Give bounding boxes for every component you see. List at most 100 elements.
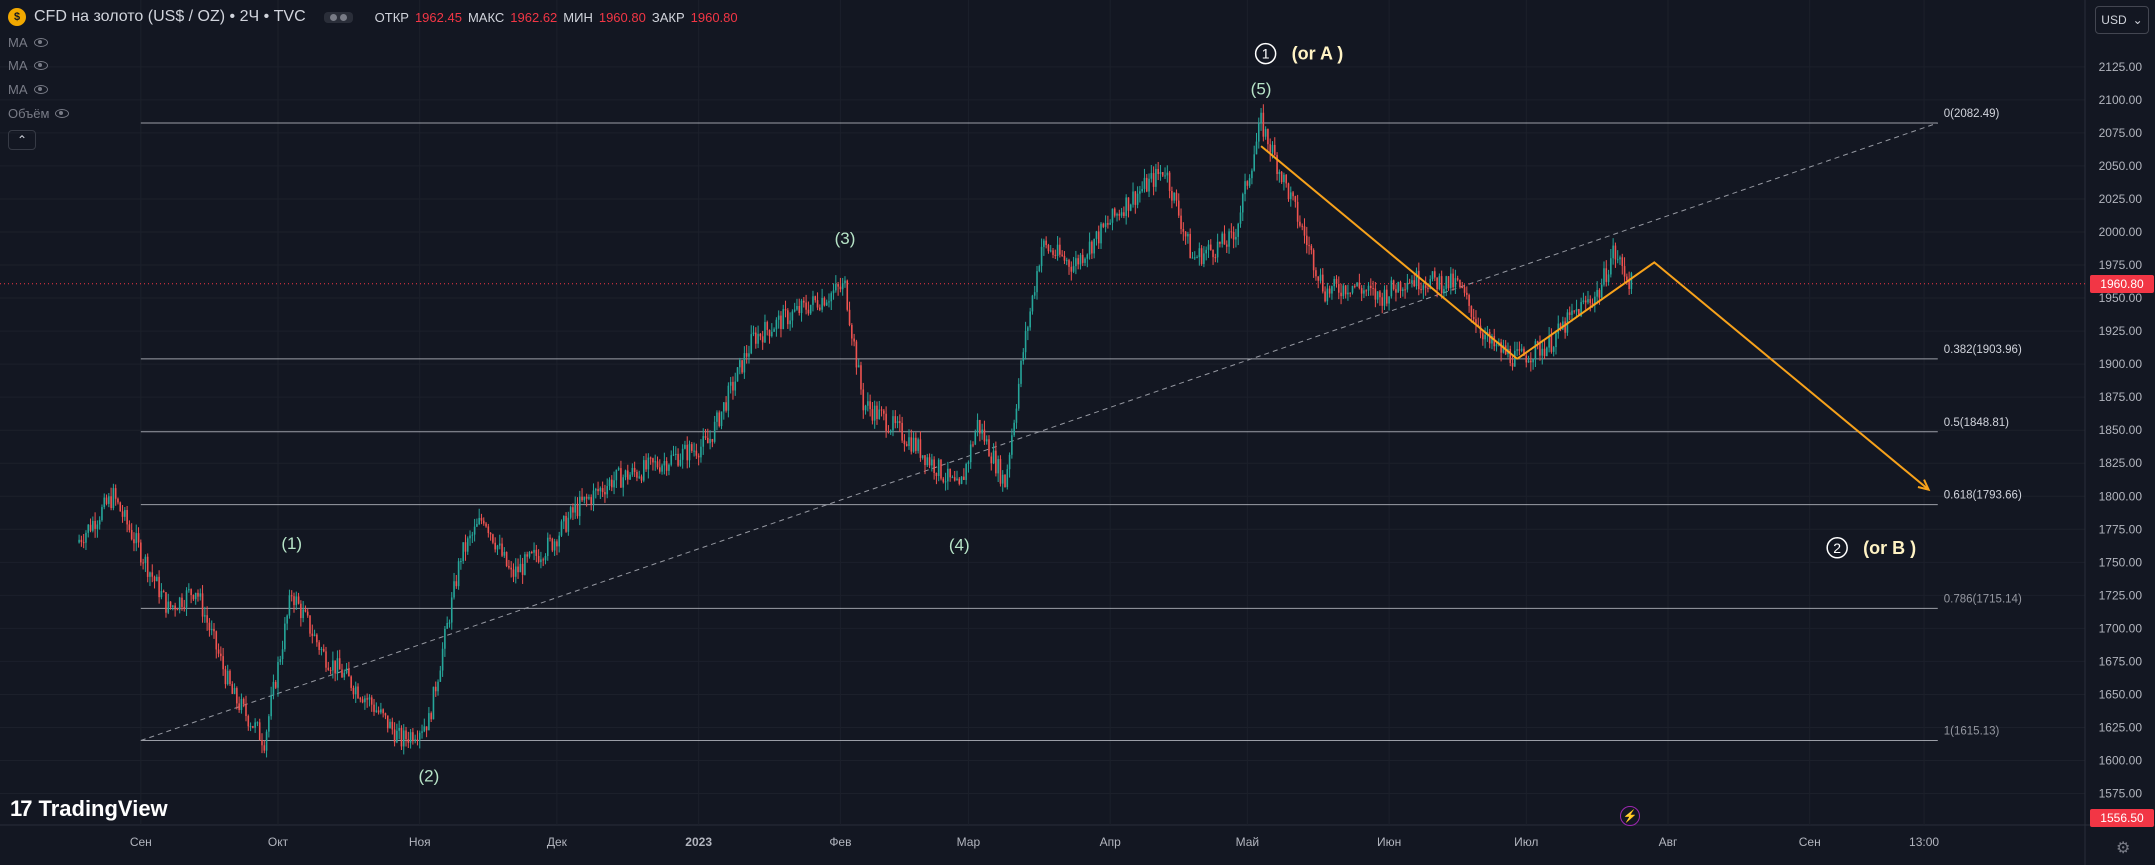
indicator-ma-2[interactable]: MA <box>8 58 48 73</box>
candle-body <box>1605 268 1608 282</box>
candle-body <box>172 605 174 608</box>
candle-body <box>862 389 865 411</box>
eye-icon[interactable] <box>33 38 48 47</box>
candle-body <box>1502 345 1505 353</box>
candle-body <box>1427 287 1429 289</box>
currency-select[interactable]: USD ⌄ <box>2095 6 2149 34</box>
candle-body <box>489 533 492 535</box>
candle-body <box>375 710 378 712</box>
candle-body <box>1104 223 1107 227</box>
indicator-label: Объём <box>8 106 50 121</box>
fib-level-label: 0(2082.49) <box>1944 108 2000 120</box>
candle-body <box>304 609 307 612</box>
candle-body <box>661 465 663 472</box>
candle-body <box>1335 278 1338 285</box>
indicator-ma-1[interactable]: MA <box>8 35 48 50</box>
candle-body <box>583 496 586 501</box>
candle-body <box>174 605 176 610</box>
candle-body <box>121 511 124 517</box>
candle-body <box>1148 178 1150 192</box>
candle-body <box>316 634 318 643</box>
candle-body <box>1308 245 1310 247</box>
candle-body <box>592 490 595 505</box>
candle-body <box>1408 282 1411 284</box>
candle-body <box>546 537 549 557</box>
candle-body <box>812 296 814 305</box>
symbol-title[interactable]: CFD на золото (US$ / OZ) • 2Ч • TVC <box>34 8 306 25</box>
candle-body <box>1118 213 1121 216</box>
candle-body <box>1390 280 1393 297</box>
candle-body <box>988 439 990 457</box>
candle-body <box>535 549 538 556</box>
x-tick-label: Мар <box>957 835 981 849</box>
wave-circle-text: (or B ) <box>1863 538 1916 558</box>
candle-body <box>428 713 430 731</box>
eye-icon[interactable] <box>33 85 48 94</box>
candle-body <box>313 634 316 636</box>
candle-body <box>1283 174 1285 183</box>
candle-body <box>613 480 615 488</box>
candle-body <box>1443 289 1445 294</box>
candle-body <box>302 609 304 619</box>
candle-body <box>1482 333 1484 340</box>
candle-body <box>572 507 574 513</box>
collapse-indicators-button[interactable]: ⌃ <box>8 130 36 150</box>
candle-body <box>896 421 899 424</box>
candle-body <box>1436 277 1438 290</box>
candle-body <box>357 686 359 699</box>
lightning-icon[interactable]: ⚡ <box>1620 806 1640 826</box>
candle-body <box>1116 213 1118 216</box>
candle-body <box>883 410 885 414</box>
candle-body <box>1571 310 1573 315</box>
candle-body <box>819 307 821 310</box>
candle-body <box>965 463 967 480</box>
candle-body <box>1312 250 1315 271</box>
candle-body <box>1020 360 1022 384</box>
candle-body <box>1385 289 1388 304</box>
candle-body <box>647 457 650 470</box>
candle-body <box>793 309 796 312</box>
candle-body <box>1203 253 1205 264</box>
candle-body <box>739 360 741 368</box>
indicator-ma-3[interactable]: MA <box>8 82 48 97</box>
candle-body <box>844 280 846 284</box>
candle-body <box>704 436 707 438</box>
candle-body <box>1047 245 1050 252</box>
candle-body <box>1294 196 1297 202</box>
candle-body <box>1628 280 1630 289</box>
candle-body <box>860 365 862 390</box>
candle-body <box>87 524 90 533</box>
candle-body <box>1081 254 1084 263</box>
candle-body <box>1093 238 1095 254</box>
candle-body <box>430 713 432 720</box>
candle-body <box>1470 305 1473 317</box>
candle-body <box>976 420 979 433</box>
candle-body <box>1539 343 1541 356</box>
candle-body <box>654 461 657 463</box>
eye-icon[interactable] <box>33 61 48 70</box>
candle-body <box>1235 236 1237 240</box>
indicator-volume[interactable]: Объём <box>8 106 70 121</box>
x-tick-label: 13:00 <box>1909 835 1939 849</box>
candle-body <box>1125 197 1127 216</box>
candle-body <box>295 596 298 606</box>
y-tick-label: 1675.00 <box>2099 654 2143 668</box>
candle-body <box>1463 287 1466 293</box>
candle-body <box>78 539 80 543</box>
tradingview-logo[interactable]: 17 TradingView <box>10 796 168 822</box>
candle-body <box>720 411 723 427</box>
chart-header: $ CFD на золото (US$ / OZ) • 2Ч • TVC ОТ… <box>8 8 738 26</box>
settings-gear-icon[interactable]: ⚙ <box>2116 840 2131 857</box>
candle-body <box>1088 241 1091 255</box>
status-badge[interactable] <box>323 11 353 23</box>
candle-body <box>1136 193 1139 205</box>
candle-body <box>245 703 247 717</box>
eye-icon[interactable] <box>55 109 70 118</box>
candle-body <box>1022 352 1025 361</box>
candle-body <box>327 667 330 670</box>
candle-body <box>642 460 645 481</box>
candle-body <box>889 430 892 433</box>
candle-body <box>1630 273 1633 289</box>
candle-body <box>857 365 860 368</box>
